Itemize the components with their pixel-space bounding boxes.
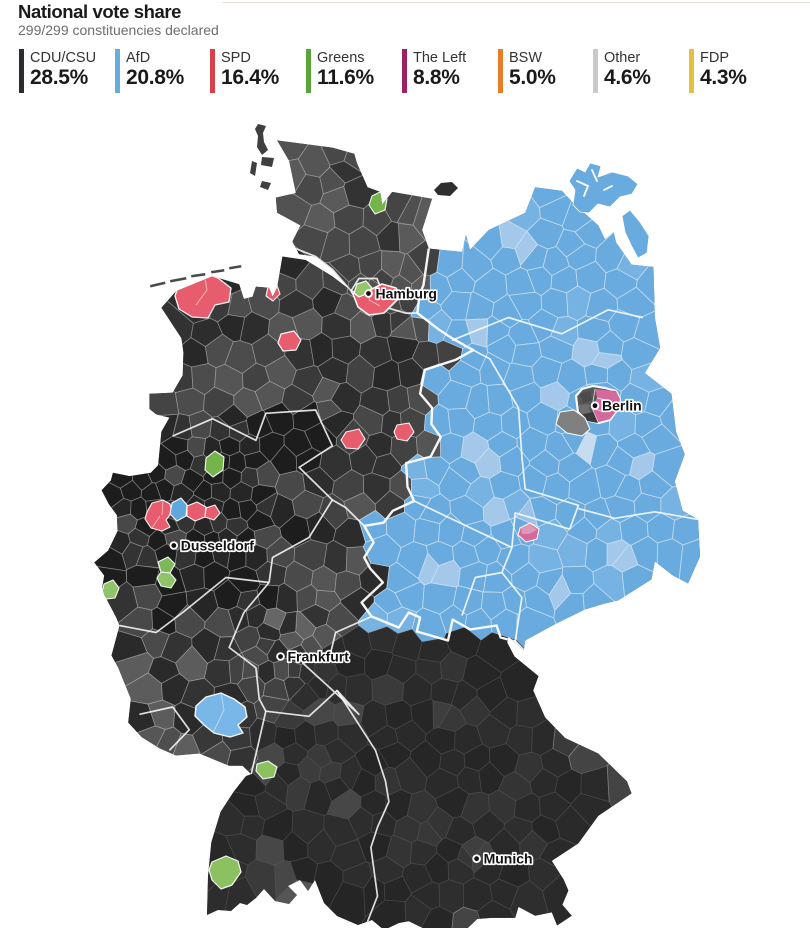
svg-text:Frankfurt: Frankfurt (288, 649, 350, 665)
svg-text:Dusseldorf: Dusseldorf (181, 538, 254, 554)
svg-text:Berlin: Berlin (602, 398, 642, 414)
svg-text:Munich: Munich (484, 851, 533, 867)
svg-text:Hamburg: Hamburg (376, 286, 437, 302)
